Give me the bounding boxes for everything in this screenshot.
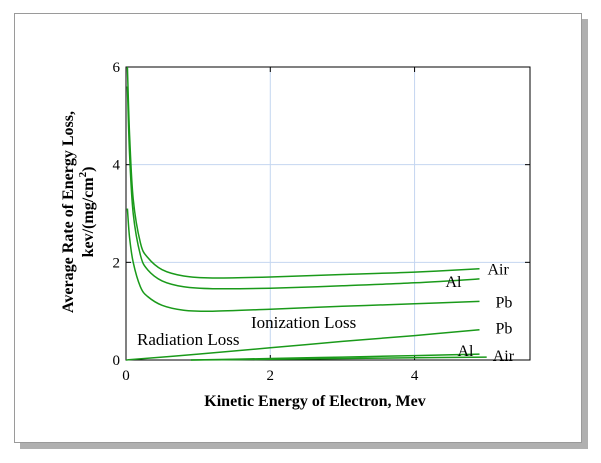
series-label-pb-radiation: Pb: [496, 321, 513, 338]
y-axis-title-line2: kev/(mg/cm2): [77, 167, 97, 258]
series-line-pb-radiation: [125, 328, 480, 361]
series-line-al-ionization: [126, 86, 480, 290]
y-axis-unit: kev/(mg/cm: [80, 177, 97, 258]
series-line-pb-ionization: [126, 208, 480, 312]
y-tick-label: 0: [113, 353, 121, 369]
plot-area: [125, 66, 531, 361]
series-label-air-ionization: Air: [488, 262, 510, 279]
series-label-al-radiation: Al: [458, 343, 475, 360]
x-tick-label: 0: [122, 368, 130, 384]
radiation-loss-label: Radiation Loss: [137, 330, 239, 349]
y-axis-title: Average Rate of Energy Loss, kev/(mg/cm2…: [60, 111, 97, 313]
series-label-air-radiation: Air: [493, 348, 515, 365]
series-line-air-radiation: [190, 356, 487, 361]
y-tick-label: 4: [113, 158, 121, 174]
series-lines: [125, 66, 487, 361]
y-tick-label: 2: [113, 255, 121, 271]
ionization-loss-label: Ionization Loss: [251, 313, 356, 332]
chart-frame: [14, 13, 582, 443]
series-labels: Air Al Pb Pb Al Air: [446, 262, 515, 365]
y-tick-label: 6: [113, 60, 121, 76]
series-line-air-ionization: [126, 66, 480, 279]
y-axis-title-line1: Average Rate of Energy Loss,: [60, 111, 77, 313]
x-tick-label: 4: [411, 368, 419, 384]
x-tick-label: 2: [267, 368, 275, 384]
grid-lines: [126, 67, 530, 360]
x-axis-title: Kinetic Energy of Electron, Mev: [204, 393, 425, 410]
y-axis-unit-superscript: 2: [77, 171, 89, 177]
series-label-pb-ionization: Pb: [496, 294, 513, 311]
series-label-al-ionization: Al: [446, 274, 463, 291]
y-axis-unit-close: ): [80, 167, 97, 172]
